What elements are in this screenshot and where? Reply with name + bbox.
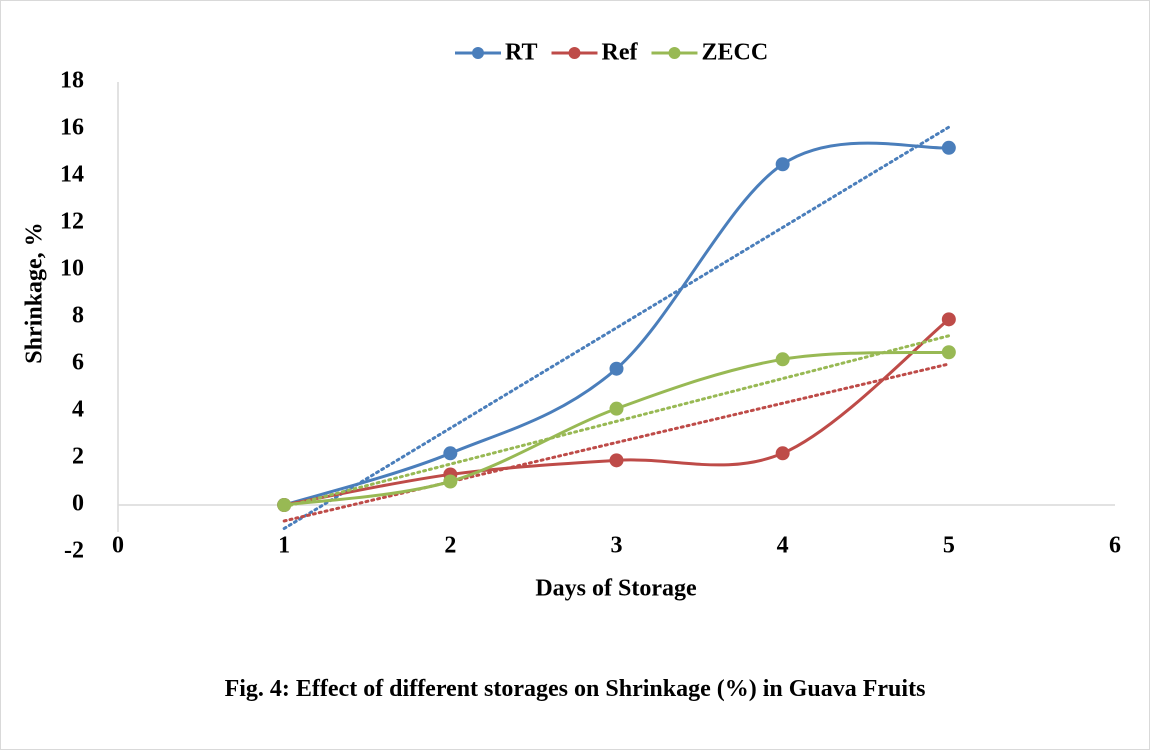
y-tick-label: 12 — [60, 209, 84, 235]
data-point — [443, 474, 458, 489]
y-tick-label: 8 — [72, 303, 84, 329]
x-tick-label: 1 — [278, 533, 290, 559]
data-point — [609, 401, 624, 416]
x-tick-label: 0 — [112, 533, 124, 559]
y-tick-label: 2 — [72, 444, 84, 470]
y-tick-label: 14 — [60, 162, 84, 188]
data-point — [775, 352, 790, 367]
data-point — [609, 453, 624, 468]
y-axis-title: Shrinkage, % — [22, 222, 48, 363]
trendline — [282, 334, 951, 509]
data-point — [941, 312, 956, 327]
data-point — [277, 498, 292, 512]
x-tick-label: 4 — [777, 533, 789, 559]
legend-label: Ref — [602, 40, 639, 66]
x-tick-label: 6 — [1109, 533, 1121, 559]
legend-label: RT — [505, 40, 538, 66]
y-tick-label: 10 — [60, 256, 84, 282]
trendline — [282, 362, 951, 523]
y-tick-label: 0 — [72, 491, 84, 517]
data-point — [443, 446, 458, 461]
data-point — [775, 446, 790, 461]
trendline — [282, 125, 951, 530]
y-tick-label: 4 — [72, 397, 84, 423]
legend-marker — [472, 47, 484, 59]
x-tick-label: 3 — [611, 533, 623, 559]
data-point — [609, 361, 624, 376]
figure-caption: Fig. 4: Effect of different storages on … — [224, 676, 926, 702]
series-line — [283, 141, 949, 507]
x-axis-title: Days of Storage — [535, 576, 697, 602]
data-point — [941, 140, 956, 155]
y-tick-label: 16 — [60, 115, 84, 141]
y-tick-label: 18 — [60, 68, 84, 94]
x-tick-label: 2 — [444, 533, 456, 559]
legend-marker — [568, 47, 581, 59]
legend-marker — [668, 47, 681, 59]
y-tick-label: -2 — [64, 538, 84, 564]
data-point — [775, 157, 790, 172]
y-tick-label: 6 — [72, 350, 84, 376]
legend-label: ZECC — [701, 40, 768, 66]
data-point — [941, 345, 956, 360]
x-tick-label: 5 — [943, 533, 955, 559]
